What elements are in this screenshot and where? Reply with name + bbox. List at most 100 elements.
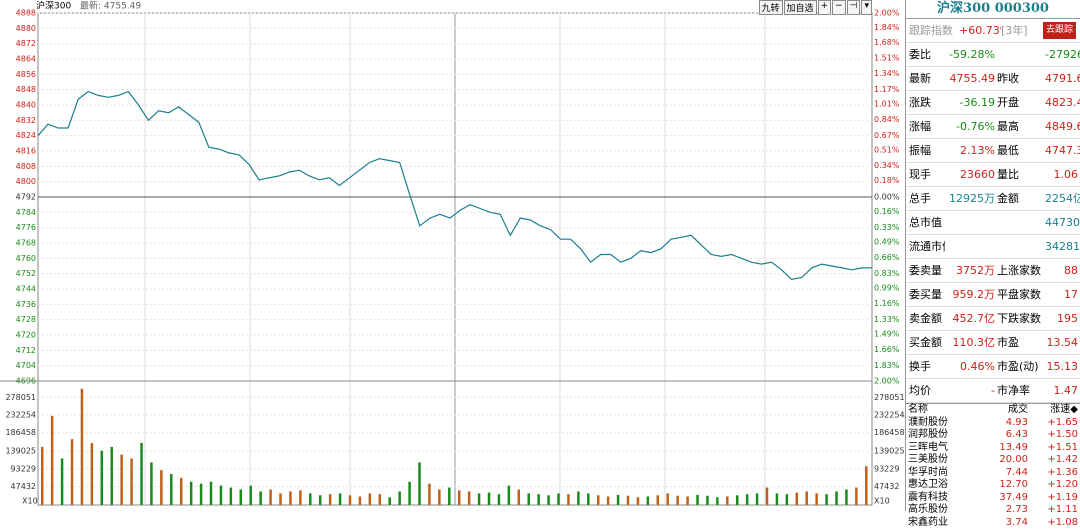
volume-bar bbox=[388, 497, 390, 505]
volume-bar bbox=[249, 486, 251, 505]
track-button[interactable]: 去跟踪 bbox=[1043, 22, 1076, 39]
volume-bar bbox=[379, 494, 381, 505]
volume-bar bbox=[458, 490, 460, 505]
quote-cell: 涨跌 bbox=[906, 91, 945, 114]
quote-cell: 量比 bbox=[995, 163, 1045, 186]
y2-tick-label: 0.67% bbox=[874, 131, 900, 140]
y-tick-label: 4760 bbox=[16, 254, 36, 263]
quote-cell: 23660 bbox=[945, 163, 995, 186]
volume-bar bbox=[200, 484, 202, 505]
list-cell: 2.73 bbox=[968, 504, 1028, 517]
quote-cell: 现手 bbox=[906, 163, 945, 186]
volume-bar bbox=[696, 495, 698, 505]
y2-tick-label: 1.51% bbox=[874, 54, 900, 63]
quote-cell: 195 bbox=[1045, 307, 1080, 330]
volume-bar bbox=[637, 497, 639, 505]
quote-cell: 振幅 bbox=[906, 139, 945, 162]
list-cell: 震有科技 bbox=[906, 492, 968, 505]
y2-tick-label: 1.33% bbox=[874, 315, 900, 324]
volume-bar bbox=[617, 495, 619, 505]
quote-cell: 涨幅 bbox=[906, 115, 945, 138]
volume-bar bbox=[91, 443, 93, 505]
chart-title: 沪深300 bbox=[36, 0, 71, 12]
vol-tick-label: 47432 bbox=[11, 482, 36, 491]
y2-tick-label: 0.49% bbox=[874, 238, 900, 247]
list-cell: +1.08 bbox=[1028, 517, 1080, 529]
track-period: [3年] bbox=[1001, 19, 1041, 42]
volume-bar bbox=[488, 493, 490, 505]
volume-bar bbox=[825, 494, 827, 505]
quote-cell: 15.13 bbox=[1045, 355, 1080, 378]
volume-bar bbox=[269, 490, 271, 506]
toolbar-button[interactable]: 加自选 bbox=[784, 0, 817, 15]
volume-bar bbox=[349, 495, 351, 505]
y-tick-label: 4832 bbox=[16, 116, 36, 125]
list-header-cell: 成交 bbox=[968, 404, 1028, 417]
y2-tick-label: 0.99% bbox=[874, 284, 900, 293]
volume-bar bbox=[547, 495, 549, 505]
toolbar-button[interactable]: + bbox=[818, 0, 832, 15]
quote-cell: 最高 bbox=[995, 115, 1045, 138]
quote-cell: 447306亿 bbox=[1045, 211, 1080, 234]
volume-bar bbox=[796, 493, 798, 505]
volume-bar bbox=[101, 451, 103, 505]
toolbar-button[interactable]: − bbox=[832, 0, 846, 15]
volume-bar bbox=[398, 491, 400, 505]
list-cell: 12.70 bbox=[968, 479, 1028, 492]
y2-tick-label: 0.16% bbox=[874, 207, 900, 216]
volume-bar bbox=[647, 496, 649, 505]
y-tick-label: 4840 bbox=[16, 101, 36, 110]
quote-cell: -36.19 bbox=[945, 91, 995, 114]
volume-bar bbox=[756, 493, 758, 505]
quote-cell: 流通市值 bbox=[906, 235, 945, 258]
list-cell: +1.50 bbox=[1028, 429, 1080, 442]
quote-cell: 委卖量 bbox=[906, 259, 945, 282]
quote-cell: 下跌家数 bbox=[995, 307, 1045, 330]
panel-title: 沪深300 000300 bbox=[906, 0, 1080, 19]
list-cell: 6.43 bbox=[968, 429, 1028, 442]
toolbar-button[interactable]: ▾ bbox=[861, 0, 872, 15]
list-cell: 濮耐股份 bbox=[906, 417, 968, 430]
y-tick-label: 4720 bbox=[16, 331, 36, 340]
volume-bar bbox=[597, 495, 599, 505]
list-header-cell: 名称 bbox=[906, 404, 968, 417]
volume-bar bbox=[607, 496, 609, 505]
quote-cell: 2254亿 bbox=[1045, 187, 1080, 210]
y-tick-label: 4816 bbox=[16, 147, 36, 156]
volume-bar bbox=[855, 488, 857, 505]
list-header-cell: 涨速◆ bbox=[1028, 404, 1080, 417]
toolbar-button[interactable]: 九转 bbox=[759, 0, 783, 15]
toolbar-button[interactable]: ⊣ bbox=[847, 0, 861, 15]
volume-bar bbox=[120, 455, 122, 505]
y-tick-label: 4752 bbox=[16, 269, 36, 278]
volume-bar bbox=[766, 488, 768, 505]
volume-bar bbox=[815, 493, 817, 505]
track-value: +60.73% bbox=[959, 19, 1001, 42]
quote-cell: 452.7亿 bbox=[945, 307, 995, 330]
y2-tick-label: 1.83% bbox=[874, 361, 900, 370]
volume-bar bbox=[210, 482, 212, 505]
list-cell: 4.93 bbox=[968, 417, 1028, 430]
volume-bar bbox=[776, 493, 778, 505]
volume-bar bbox=[51, 416, 53, 505]
y2-tick-label: 0.18% bbox=[874, 176, 900, 185]
volume-bar bbox=[170, 474, 172, 505]
quote-cell: 平盘家数 bbox=[995, 283, 1045, 306]
volume-bar bbox=[180, 478, 182, 505]
list-header: 名称成交涨速◆ bbox=[906, 404, 1080, 417]
volume-bar bbox=[736, 495, 738, 505]
quote-rows: 跟踪指数+60.73%[3年]去跟踪委比-59.28%-27926784最新47… bbox=[906, 19, 1080, 403]
volume-bar bbox=[498, 494, 500, 505]
vol-tick-label-right: 186458 bbox=[874, 428, 905, 437]
